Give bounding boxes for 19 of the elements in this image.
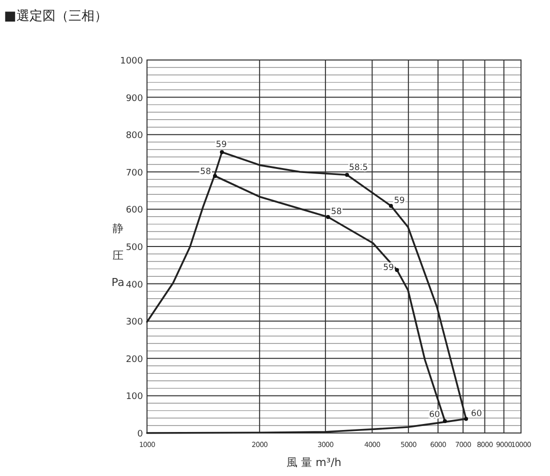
y-tick-label: 100	[126, 392, 144, 402]
y-tick-label: 200	[126, 354, 144, 365]
chart-title: ■選定図（三相）	[4, 9, 108, 24]
y-tick-label: 300	[126, 318, 144, 328]
y-tick-label: 800	[126, 131, 144, 142]
annotation: 60	[471, 408, 482, 419]
annotation: 58	[331, 207, 342, 218]
x-axis-title: 風 量 m³/h	[286, 456, 342, 469]
annotation: 58.5	[349, 162, 368, 173]
y-tick-label: 1000	[120, 56, 144, 66]
y-tick-label: 600	[126, 206, 144, 216]
y-tick-label: 700	[126, 168, 144, 178]
y-tick-label: 400	[126, 280, 144, 290]
y-tick-label: 500	[126, 243, 144, 253]
annotation: 59	[216, 140, 227, 150]
y-tick-label: 0	[137, 430, 144, 440]
y-tick-label: 900	[126, 94, 144, 104]
annotation: 59	[383, 263, 394, 273]
text: 静圧Pa	[112, 222, 124, 289]
